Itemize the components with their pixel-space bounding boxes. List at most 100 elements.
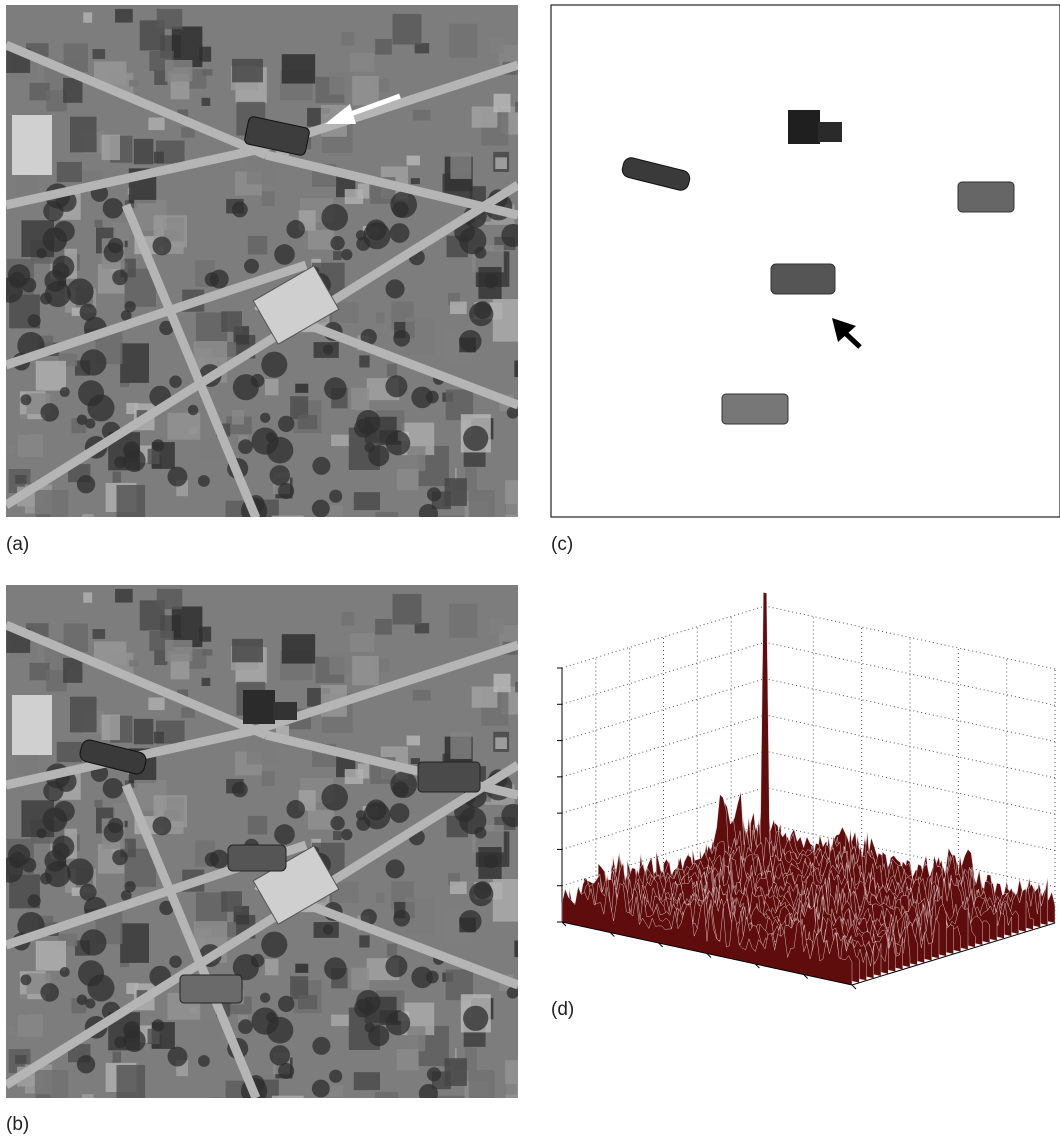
tree	[386, 279, 405, 298]
texture	[490, 617, 504, 633]
texture	[469, 490, 495, 522]
tree	[365, 442, 375, 452]
tree	[329, 1070, 342, 1083]
tree	[152, 1019, 164, 1031]
texture	[262, 191, 275, 206]
tree	[484, 274, 498, 288]
tree	[463, 426, 488, 451]
texture	[232, 410, 244, 425]
texture	[162, 1098, 180, 1110]
tree	[232, 202, 248, 218]
texture	[413, 690, 431, 701]
texture	[308, 810, 334, 830]
tree	[36, 828, 46, 838]
tree	[474, 881, 492, 899]
tree	[323, 344, 333, 354]
tree	[78, 960, 104, 986]
tree	[77, 415, 88, 426]
tree	[112, 270, 128, 286]
tree	[501, 224, 524, 247]
texture	[42, 598, 51, 607]
texture	[189, 427, 198, 434]
tree	[54, 801, 75, 822]
tree	[341, 249, 352, 260]
tree	[365, 1022, 375, 1032]
tree	[103, 198, 124, 219]
tree	[40, 983, 59, 1002]
tree	[40, 403, 59, 422]
tree	[385, 375, 407, 397]
tree	[321, 784, 348, 811]
texture	[42, 18, 51, 27]
tree	[270, 465, 290, 485]
texture	[393, 14, 422, 45]
figure: (a) (b) (c) (d)	[0, 0, 1060, 1137]
tree	[393, 330, 410, 347]
texture	[167, 413, 200, 440]
texture	[202, 678, 211, 686]
tree	[167, 1047, 187, 1067]
texture	[490, 37, 504, 53]
texture	[375, 39, 392, 55]
texture	[329, 653, 351, 675]
texture	[9, 994, 27, 1015]
tree	[386, 431, 411, 456]
tree	[363, 222, 390, 249]
panel-label: (c)	[551, 534, 573, 555]
tree	[393, 910, 410, 927]
tree	[426, 391, 439, 404]
texture	[102, 135, 120, 160]
texture	[517, 960, 537, 983]
texture	[415, 623, 430, 633]
texture	[345, 769, 363, 784]
tree	[312, 457, 330, 475]
texture	[232, 639, 263, 662]
tree	[385, 955, 407, 977]
texture	[295, 964, 308, 973]
texture	[115, 589, 133, 603]
tree	[363, 802, 390, 829]
tree	[169, 376, 182, 389]
tree	[463, 1006, 488, 1031]
tree	[112, 850, 128, 866]
grid-line	[562, 751, 1055, 814]
texture	[162, 518, 180, 530]
texture	[83, 592, 92, 602]
tree	[20, 394, 31, 405]
texture	[435, 516, 466, 547]
texture	[333, 251, 341, 260]
tree	[286, 800, 305, 819]
texture	[359, 355, 369, 367]
tree	[507, 987, 519, 999]
texture	[57, 742, 82, 762]
texture	[376, 893, 384, 903]
tree	[386, 859, 405, 878]
tree	[323, 924, 333, 934]
tree	[324, 377, 346, 399]
tree	[238, 439, 253, 454]
tree	[354, 419, 373, 438]
tree	[123, 441, 140, 458]
texture	[94, 220, 102, 227]
tree	[286, 220, 305, 239]
texture	[57, 162, 82, 182]
texture	[515, 682, 532, 692]
texture	[63, 658, 82, 683]
texture	[113, 223, 129, 240]
tree	[80, 349, 106, 375]
tree	[198, 475, 210, 487]
texture	[72, 888, 81, 896]
texture	[63, 78, 82, 103]
tree	[77, 995, 88, 1006]
texture	[375, 619, 392, 635]
texture	[352, 76, 379, 105]
tree	[501, 804, 524, 827]
tree	[312, 500, 330, 518]
texture	[165, 640, 192, 662]
texture	[35, 490, 69, 533]
texture	[354, 1072, 380, 1090]
texture	[282, 634, 315, 663]
building	[12, 695, 52, 755]
texture	[435, 1096, 466, 1127]
texture	[329, 505, 343, 517]
